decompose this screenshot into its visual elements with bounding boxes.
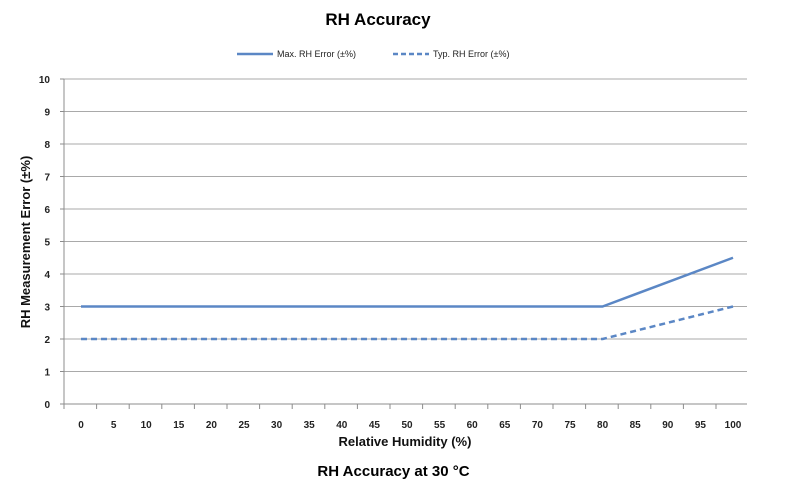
y-tick-label-10: 10 <box>39 75 51 86</box>
y-tick-label-2: 2 <box>44 335 50 346</box>
x-tick-label-45: 45 <box>369 420 381 431</box>
x-tick-label-0: 0 <box>78 420 84 431</box>
x-tick-label-25: 25 <box>238 420 250 431</box>
x-tick-label-20: 20 <box>206 420 218 431</box>
x-tick-label-95: 95 <box>695 420 707 431</box>
series-line-typ-rh-error <box>81 305 734 341</box>
x-tick-label-85: 85 <box>630 420 642 431</box>
x-tick-label-50: 50 <box>401 420 413 431</box>
y-axis-ticks: 0 1 2 3 4 5 6 7 8 9 10 <box>39 75 64 411</box>
x-tick-label-75: 75 <box>564 420 576 431</box>
series-lines <box>80 256 734 341</box>
y-tick-label-3: 3 <box>44 303 50 314</box>
legend-label-typ-rh-error: Typ. RH Error (±%) <box>433 49 509 59</box>
y-tick-label-0: 0 <box>44 400 50 411</box>
x-tick-label-10: 10 <box>141 420 153 431</box>
rh-accuracy-chart: RH Accuracy Max. RH Error (±%) Typ. RH E… <box>18 10 747 449</box>
gridlines <box>64 78 747 372</box>
y-tick-label-7: 7 <box>44 173 50 184</box>
y-axis-label: RH Measurement Error (±%) <box>18 156 33 329</box>
x-tick-label-30: 30 <box>271 420 283 431</box>
y-tick-label-1: 1 <box>44 368 50 379</box>
chart-title: RH Accuracy <box>325 10 431 29</box>
y-tick-label-8: 8 <box>44 140 50 151</box>
x-tick-label-70: 70 <box>532 420 544 431</box>
x-tick-label-40: 40 <box>336 420 348 431</box>
x-tick-label-65: 65 <box>499 420 511 431</box>
y-tick-label-6: 6 <box>44 205 50 216</box>
x-tick-label-60: 60 <box>467 420 479 431</box>
x-tick-label-100: 100 <box>725 420 742 431</box>
x-tick-label-80: 80 <box>597 420 609 431</box>
x-axis-label: Relative Humidity (%) <box>339 434 472 449</box>
x-axis-ticks: 0 5 10 15 20 25 30 35 40 45 50 55 60 65 70 75 80 85 90 95 10… <box>63 404 742 431</box>
x-tick-label-90: 90 <box>662 420 674 431</box>
series-line-max-rh-error <box>81 256 734 308</box>
figure-caption: RH Accuracy at 30 °C <box>317 463 470 480</box>
legend-label-max-rh-error: Max. RH Error (±%) <box>277 49 356 59</box>
x-tick-label-5: 5 <box>111 420 117 431</box>
y-tick-label-4: 4 <box>44 270 50 281</box>
x-tick-label-35: 35 <box>304 420 316 431</box>
legend: Max. RH Error (±%) Typ. RH Error (±%) <box>237 49 509 59</box>
x-tick-label-15: 15 <box>173 420 185 431</box>
y-tick-label-9: 9 <box>44 108 50 119</box>
x-tick-label-55: 55 <box>434 420 446 431</box>
y-tick-label-5: 5 <box>44 238 50 249</box>
